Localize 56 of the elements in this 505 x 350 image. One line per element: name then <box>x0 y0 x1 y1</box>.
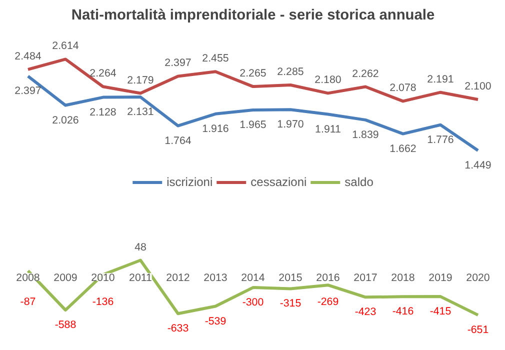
data-label: 2.484 <box>14 50 42 62</box>
x-tick-label: 2012 <box>166 272 190 284</box>
x-tick-label: 2008 <box>16 272 40 284</box>
data-label: 1.449 <box>464 159 492 172</box>
data-label: -423 <box>354 306 376 318</box>
data-label: 2.180 <box>314 74 342 86</box>
data-label: 2.397 <box>164 57 192 70</box>
data-label: 1.916 <box>202 122 229 135</box>
data-label: 2.455 <box>202 52 229 65</box>
data-label: 2.100 <box>464 80 492 92</box>
data-label: 2.128 <box>90 106 116 118</box>
data-label: 1.662 <box>390 142 416 155</box>
data-label: 2.285 <box>277 66 304 78</box>
data-label: -588 <box>54 319 76 332</box>
x-tick-label: 2019 <box>428 272 452 284</box>
data-label: -87 <box>20 296 36 308</box>
x-tick-label: 2014 <box>241 272 265 284</box>
legend-label: saldo <box>344 174 374 188</box>
data-label: 2.262 <box>352 68 379 80</box>
data-label: -315 <box>280 298 302 310</box>
data-label: 2.131 <box>127 106 154 118</box>
data-label: -539 <box>204 315 226 328</box>
x-tick-label: 2020 <box>466 272 490 284</box>
data-label: 2.264 <box>90 68 116 80</box>
data-label: 2.614 <box>52 40 79 52</box>
x-tick-label: 2018 <box>391 272 415 284</box>
data-label: 48 <box>134 241 146 254</box>
data-label: 2.179 <box>127 74 154 86</box>
data-label: 1.965 <box>240 119 266 132</box>
data-label: -136 <box>92 296 114 308</box>
data-label: -651 <box>467 324 489 336</box>
x-tick-label: 2011 <box>129 272 152 284</box>
x-tick-label: 2009 <box>54 272 78 284</box>
legend-label: cessazioni <box>250 174 307 188</box>
data-label: 1.839 <box>352 128 379 141</box>
chart-title: Nati-mortalità imprenditoriale - serie storica annuale <box>71 8 435 24</box>
data-label: 2.078 <box>390 82 416 94</box>
data-label: 1.776 <box>427 134 454 146</box>
x-tick-label: 2017 <box>354 272 378 284</box>
data-label: -415 <box>430 306 452 318</box>
x-tick-label: 2016 <box>316 272 340 284</box>
data-label: -269 <box>317 296 339 308</box>
data-label: 1.970 <box>277 118 304 131</box>
data-label: 1.911 <box>315 123 342 136</box>
x-tick-label: 2015 <box>278 272 302 284</box>
data-label: 2.026 <box>52 114 79 126</box>
data-label: -416 <box>392 306 414 318</box>
data-label: 1.764 <box>164 134 192 147</box>
x-tick-label: 2013 <box>204 272 228 284</box>
x-tick-label: 2010 <box>91 272 115 284</box>
data-label: 2.265 <box>240 68 266 80</box>
legend-label: iscrizioni <box>166 174 213 188</box>
data-label: 2.191 <box>427 73 454 86</box>
data-label: 2.397 <box>14 85 42 98</box>
data-label: -633 <box>167 322 189 335</box>
data-label: -300 <box>242 296 264 309</box>
